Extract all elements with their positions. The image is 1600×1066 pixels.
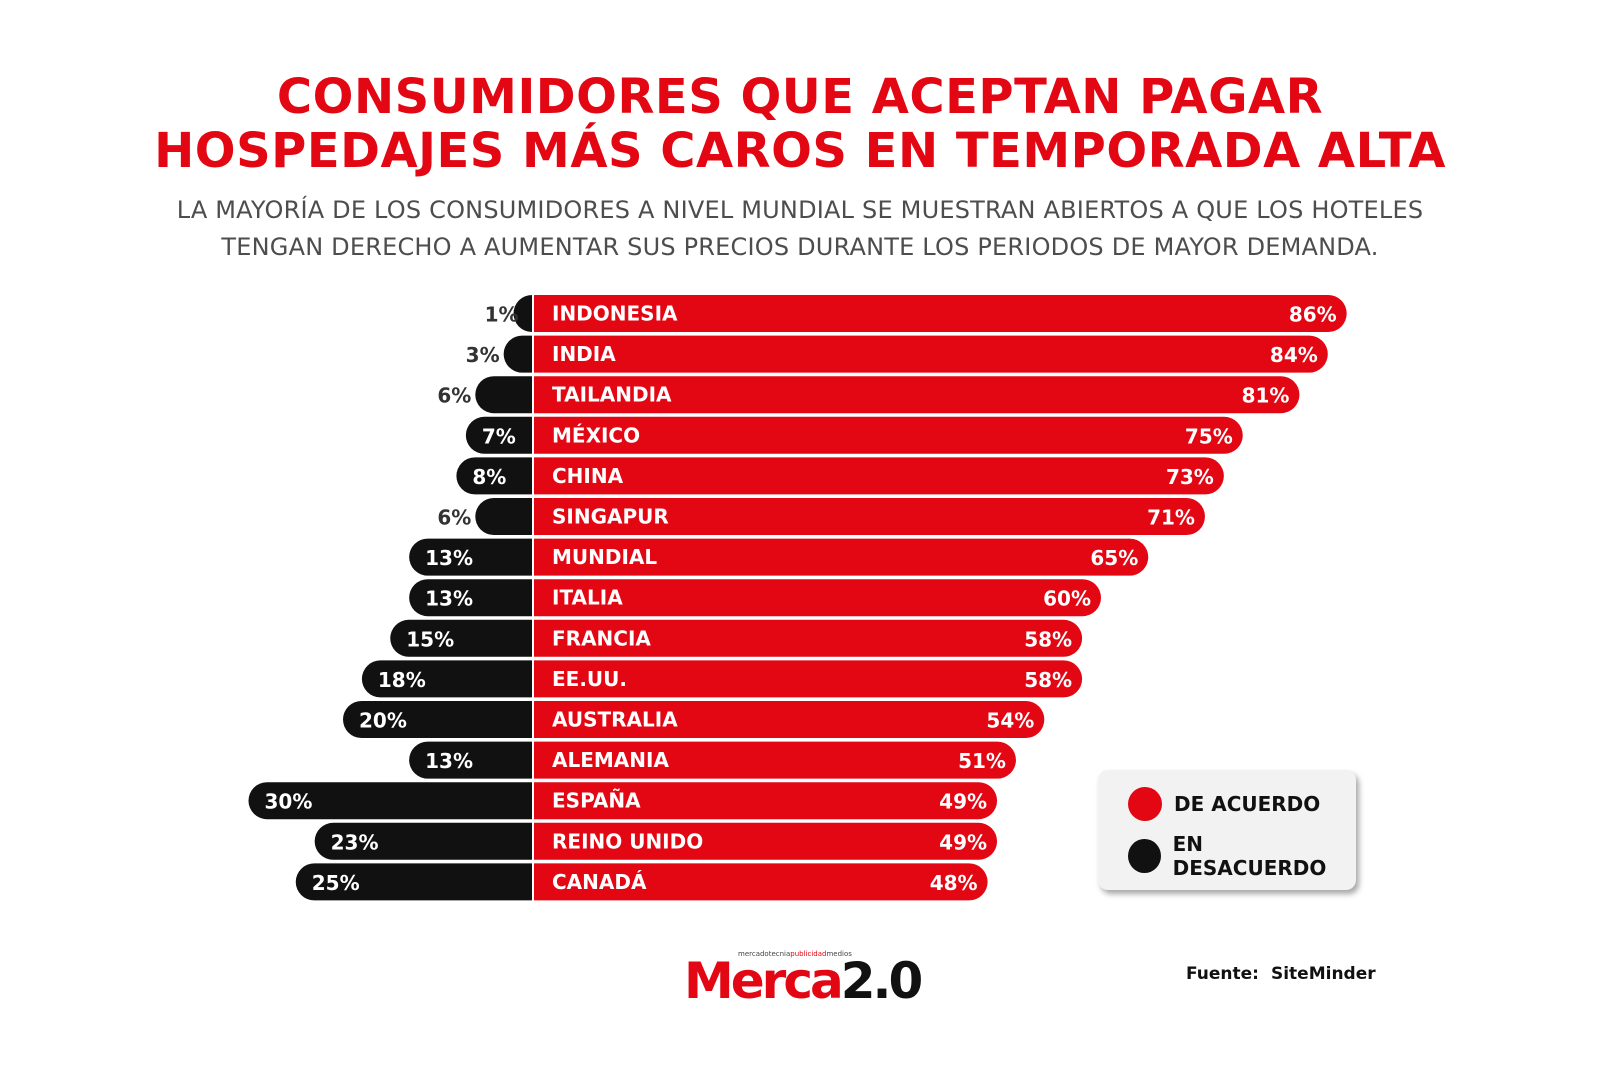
category-label: MÉXICO [552,423,640,447]
bar-disagree [343,701,532,738]
value-label-disagree: 13% [425,546,473,570]
value-label-disagree: 13% [425,587,473,611]
category-label: INDIA [552,342,616,366]
value-label-agree: 49% [939,790,987,814]
value-label-agree: 71% [1147,506,1195,530]
legend-dot-agree [1128,787,1162,821]
legend: DE ACUERDO EN DESACUERDO [1098,770,1356,890]
value-label-disagree: 30% [265,790,313,814]
value-label-agree: 51% [958,749,1006,773]
bar-agree [534,822,998,860]
bar-disagree [503,335,532,373]
bar-disagree [456,457,532,495]
source-note: Fuente: SiteMinder [1186,964,1376,984]
bar-disagree [465,416,532,454]
value-label-disagree: 8% [472,465,506,489]
category-label: AUSTRALIA [552,708,678,732]
logo-wordmark: Merca2.0 [684,952,923,1010]
bar-disagree [409,538,532,576]
bar-disagree [475,498,532,535]
value-label-disagree: 6% [437,384,471,408]
bar-agree [534,376,1300,414]
logo-tagline: mercadotecniapublicidadmedios [738,950,852,958]
value-label-disagree: 6% [437,506,471,530]
legend-label-disagree: EN DESACUERDO [1172,832,1327,880]
source-value: SiteMinder [1270,964,1376,984]
bar-agree [534,619,1083,657]
value-label-agree: 58% [1024,627,1072,651]
subtitle-line-2: TENGAN DERECHO A AUMENTAR SUS PRECIOS DU… [221,233,1379,261]
category-label: REINO UNIDO [552,829,703,853]
category-label: TAILANDIA [552,383,672,407]
category-label: CHINA [552,464,624,488]
subtitle-line-1: LA MAYORÍA DE LOS CONSUMIDORES A NIVEL M… [176,196,1424,224]
value-label-agree: 84% [1270,343,1318,367]
bar-disagree [513,295,532,332]
bar-agree [534,295,1347,332]
legend-dot-disagree [1128,839,1161,873]
category-label: CANADÁ [552,870,647,894]
bar-disagree [409,579,532,617]
value-label-disagree: 15% [406,627,454,651]
chart-title: CONSUMIDORES QUE ACEPTAN PAGAR HOSPEDAJE… [0,70,1600,178]
bar-disagree [295,863,532,901]
source-label: Fuente: [1186,964,1259,984]
value-label-disagree: 13% [425,749,473,773]
bar-disagree [314,822,532,860]
bar-agree [534,741,1016,779]
value-label-agree: 65% [1090,546,1138,570]
value-label-disagree: 25% [312,871,360,895]
value-label-agree: 48% [930,871,978,895]
bar-agree [534,579,1101,617]
legend-item-disagree: EN DESACUERDO [1128,832,1356,880]
value-label-disagree: 18% [378,668,426,692]
chart-subtitle: LA MAYORÍA DE LOS CONSUMIDORES A NIVEL M… [0,192,1600,266]
value-label-disagree: 1% [485,303,519,327]
value-label-disagree: 20% [359,709,407,733]
category-label: FRANCIA [552,626,651,650]
value-label-agree: 75% [1185,424,1233,448]
category-label: ALEMANIA [552,748,669,772]
bar-agree [534,416,1243,454]
value-label-agree: 73% [1166,465,1214,489]
bar-agree [534,335,1328,373]
category-label: EE.UU. [552,667,627,691]
category-label: SINGAPUR [552,505,669,529]
legend-label-agree: DE ACUERDO [1174,792,1321,816]
value-label-agree: 49% [939,830,987,854]
value-label-disagree: 7% [482,424,516,448]
category-label: ESPAÑA [552,789,641,813]
bar-agree [534,863,988,901]
bar-agree [534,660,1083,698]
category-label: INDONESIA [552,302,678,326]
bar-agree [534,701,1045,738]
value-label-disagree: 23% [331,830,379,854]
bar-disagree [409,741,532,779]
bar-agree [534,538,1149,576]
value-label-agree: 58% [1024,668,1072,692]
bar-disagree [361,660,532,698]
bar-disagree [248,782,533,820]
bar-agree [534,782,998,820]
bar-disagree [390,619,532,657]
bar-agree [534,498,1205,535]
title-line-2: HOSPEDAJES MÁS CAROS EN TEMPORADA ALTA [154,123,1446,179]
category-label: ITALIA [552,586,623,610]
value-label-disagree: 3% [466,343,500,367]
value-label-agree: 86% [1289,303,1337,327]
value-label-agree: 54% [986,709,1034,733]
title-line-1: CONSUMIDORES QUE ACEPTAN PAGAR [276,69,1324,125]
bar-disagree [475,376,532,414]
category-label: MUNDIAL [552,545,657,569]
value-label-agree: 81% [1242,384,1290,408]
bar-agree [534,457,1224,495]
value-label-agree: 60% [1043,587,1091,611]
legend-item-agree: DE ACUERDO [1128,786,1320,822]
